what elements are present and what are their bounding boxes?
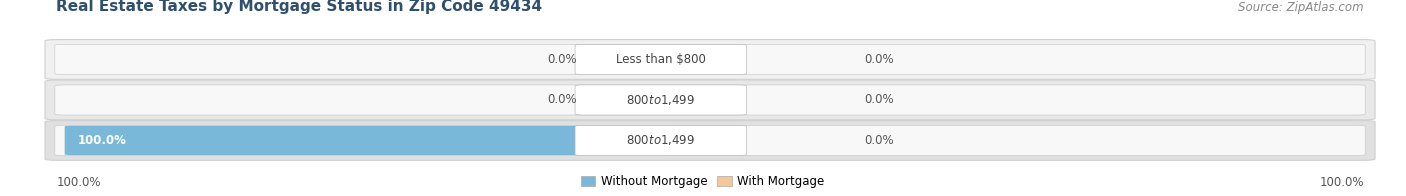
Text: $800 to $1,499: $800 to $1,499 [626,133,696,147]
FancyBboxPatch shape [575,125,747,156]
FancyBboxPatch shape [45,40,1375,79]
Text: Source: ZipAtlas.com: Source: ZipAtlas.com [1239,1,1364,14]
Text: 100.0%: 100.0% [1319,176,1364,189]
Legend: Without Mortgage, With Mortgage: Without Mortgage, With Mortgage [581,175,825,188]
FancyBboxPatch shape [45,80,1375,120]
Text: Less than $800: Less than $800 [616,53,706,66]
Text: 0.0%: 0.0% [865,134,894,147]
FancyBboxPatch shape [575,85,747,115]
FancyBboxPatch shape [45,121,1375,160]
FancyBboxPatch shape [575,44,747,74]
Text: $800 to $1,499: $800 to $1,499 [626,93,696,107]
Text: 100.0%: 100.0% [56,176,101,189]
Text: 100.0%: 100.0% [77,134,127,147]
Text: 0.0%: 0.0% [547,53,576,66]
Text: 0.0%: 0.0% [547,93,576,106]
Text: Real Estate Taxes by Mortgage Status in Zip Code 49434: Real Estate Taxes by Mortgage Status in … [56,0,543,14]
FancyBboxPatch shape [65,126,673,155]
FancyBboxPatch shape [55,125,1365,156]
FancyBboxPatch shape [55,44,1365,74]
Text: 0.0%: 0.0% [865,93,894,106]
FancyBboxPatch shape [55,85,1365,115]
Text: 0.0%: 0.0% [865,53,894,66]
